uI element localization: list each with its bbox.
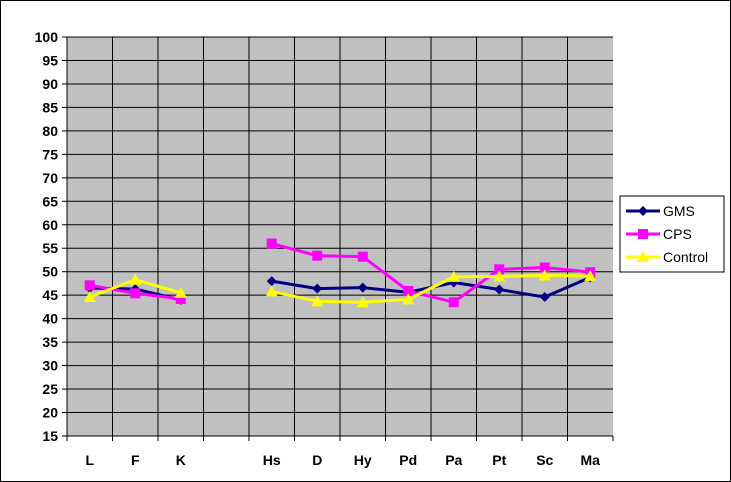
x-tick-label: Pd — [399, 452, 417, 468]
x-tick-label: F — [131, 452, 140, 468]
data-point-control — [129, 273, 142, 285]
series-layer — [83, 238, 597, 308]
legend-label-control: Control — [663, 249, 708, 265]
x-tick-label: Pa — [445, 452, 462, 468]
x-tick-label: K — [176, 452, 186, 468]
data-point-control — [584, 269, 597, 281]
series-cps — [84, 238, 596, 308]
y-tick-label: 70 — [42, 170, 58, 186]
y-tick-label: 15 — [42, 428, 58, 444]
x-tick-label: Sc — [536, 452, 553, 468]
data-point-control — [447, 270, 460, 282]
y-axis-ticks: 15 20 25 30 35 40 45 50 55 60 65 70 75 80 85 90 95 100 — [35, 29, 67, 444]
x-tick-label: L — [85, 452, 94, 468]
legend: GMS CPS Control — [619, 195, 725, 273]
data-point-cps — [448, 297, 459, 308]
data-point-gms — [266, 276, 277, 287]
data-point-control — [83, 291, 96, 303]
data-point-control — [174, 286, 187, 298]
y-tick-label: 85 — [42, 99, 58, 115]
data-point-control — [265, 285, 278, 297]
data-point-cps — [494, 264, 505, 275]
y-tick-label: 45 — [42, 287, 58, 303]
data-point-control — [538, 269, 551, 281]
data-point-control — [356, 296, 369, 308]
series-control — [83, 269, 597, 308]
data-point-gms — [312, 283, 323, 294]
y-tick-label: 50 — [42, 264, 58, 280]
data-point-cps — [266, 238, 277, 249]
data-point-cps — [357, 251, 368, 262]
y-tick-label: 60 — [42, 217, 58, 233]
data-point-gms — [494, 284, 505, 295]
y-tick-label: 80 — [42, 123, 58, 139]
series-line-control — [271, 273, 591, 304]
x-axis-ticks: L F K Hs D Hy Pd Pa Pt Sc Ma — [66, 436, 614, 468]
y-tick-label: 90 — [42, 76, 58, 92]
y-tick-label: 100 — [35, 29, 59, 45]
legend-marker-cps — [638, 229, 648, 239]
y-tick-label: 65 — [42, 193, 58, 209]
x-tick-label: D — [312, 452, 322, 468]
y-tick-label: 55 — [42, 240, 58, 256]
series-line-cps — [271, 242, 591, 304]
x-tick-label: Pt — [492, 452, 506, 468]
data-point-cps — [539, 262, 550, 273]
legend-marker-gms — [638, 206, 648, 216]
legend-label-gms: GMS — [663, 203, 695, 219]
y-tick-label: 95 — [42, 52, 58, 68]
y-tick-label: 75 — [42, 146, 58, 162]
y-tick-label: 25 — [42, 381, 58, 397]
legend-marker-control — [637, 251, 649, 262]
data-point-cps — [130, 288, 141, 299]
data-point-control — [402, 293, 415, 305]
x-tick-label: Hs — [263, 452, 281, 468]
data-point-control — [311, 295, 324, 307]
y-tick-label: 40 — [42, 311, 58, 327]
data-point-gms — [357, 282, 368, 293]
x-tick-label: Hy — [354, 452, 372, 468]
data-point-control — [493, 270, 506, 282]
y-tick-label: 20 — [42, 405, 58, 421]
y-tick-label: 30 — [42, 358, 58, 374]
y-tick-label: 35 — [42, 334, 58, 350]
legend-label-cps: CPS — [663, 226, 692, 242]
data-point-gms — [539, 292, 550, 303]
x-tick-label: Ma — [581, 452, 601, 468]
data-point-cps — [175, 293, 186, 304]
data-point-cps — [84, 280, 95, 291]
data-point-cps — [403, 285, 414, 296]
data-point-cps — [312, 250, 323, 261]
